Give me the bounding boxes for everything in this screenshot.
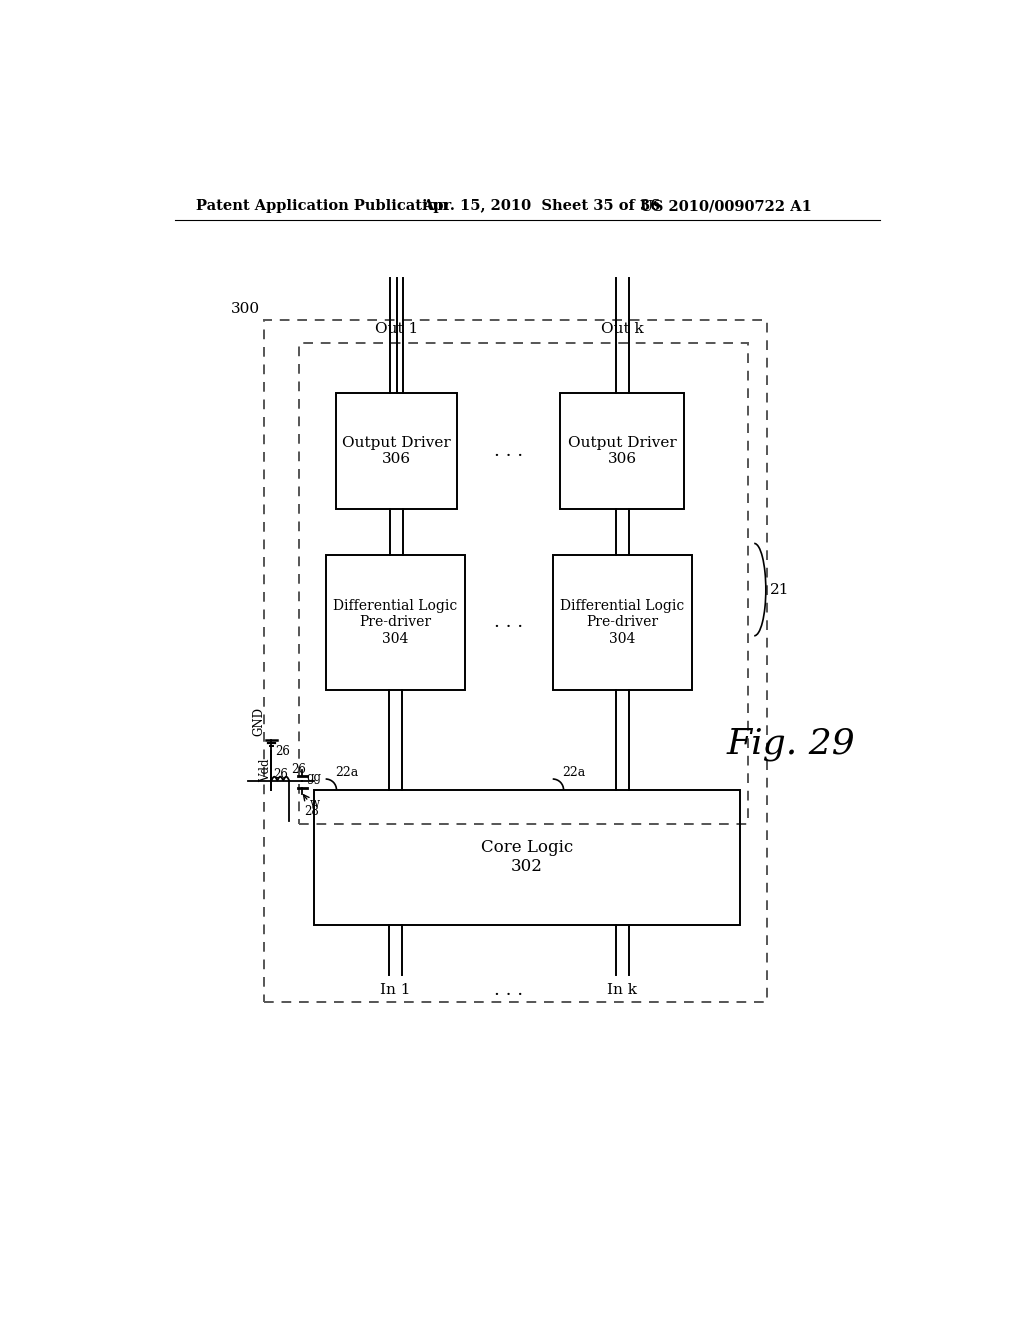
Text: 26: 26 [275, 744, 290, 758]
Text: In k: In k [607, 983, 638, 997]
Text: 28: 28 [304, 805, 318, 818]
Text: 26: 26 [292, 763, 306, 776]
Bar [263, 321, 767, 1002]
Text: 22a: 22a [562, 767, 586, 779]
Bar [336, 393, 458, 508]
Text: Apr. 15, 2010  Sheet 35 of 36: Apr. 15, 2010 Sheet 35 of 36 [423, 199, 660, 213]
Text: . . .: . . . [495, 981, 523, 999]
Text: . . .: . . . [495, 614, 523, 631]
Bar [299, 343, 748, 825]
Text: Vdd: Vdd [259, 759, 272, 781]
Text: Out k: Out k [601, 322, 644, 337]
Text: US 2010/0090722 A1: US 2010/0090722 A1 [640, 199, 811, 213]
Text: 26: 26 [272, 768, 288, 781]
Text: Output Driver
306: Output Driver 306 [342, 436, 451, 466]
Text: w: w [310, 797, 321, 810]
Text: 22a: 22a [335, 767, 358, 779]
Text: 21: 21 [770, 582, 790, 597]
Text: Differential Logic
Pre-driver
304: Differential Logic Pre-driver 304 [333, 599, 458, 645]
Text: Patent Application Publication: Patent Application Publication [197, 199, 449, 213]
Text: 300: 300 [230, 302, 260, 317]
Text: Out 1: Out 1 [375, 322, 418, 337]
Bar [314, 789, 740, 924]
Text: Differential Logic
Pre-driver
304: Differential Logic Pre-driver 304 [560, 599, 685, 645]
Text: Fig. 29: Fig. 29 [726, 726, 855, 760]
Text: gg: gg [306, 771, 322, 784]
Text: Output Driver
306: Output Driver 306 [568, 436, 677, 466]
Text: . . .: . . . [495, 442, 523, 459]
Bar [326, 554, 465, 689]
Bar [560, 393, 684, 508]
Text: In 1: In 1 [380, 983, 411, 997]
Text: Core Logic
302: Core Logic 302 [481, 840, 573, 875]
Text: GND: GND [252, 708, 265, 737]
Bar [553, 554, 692, 689]
